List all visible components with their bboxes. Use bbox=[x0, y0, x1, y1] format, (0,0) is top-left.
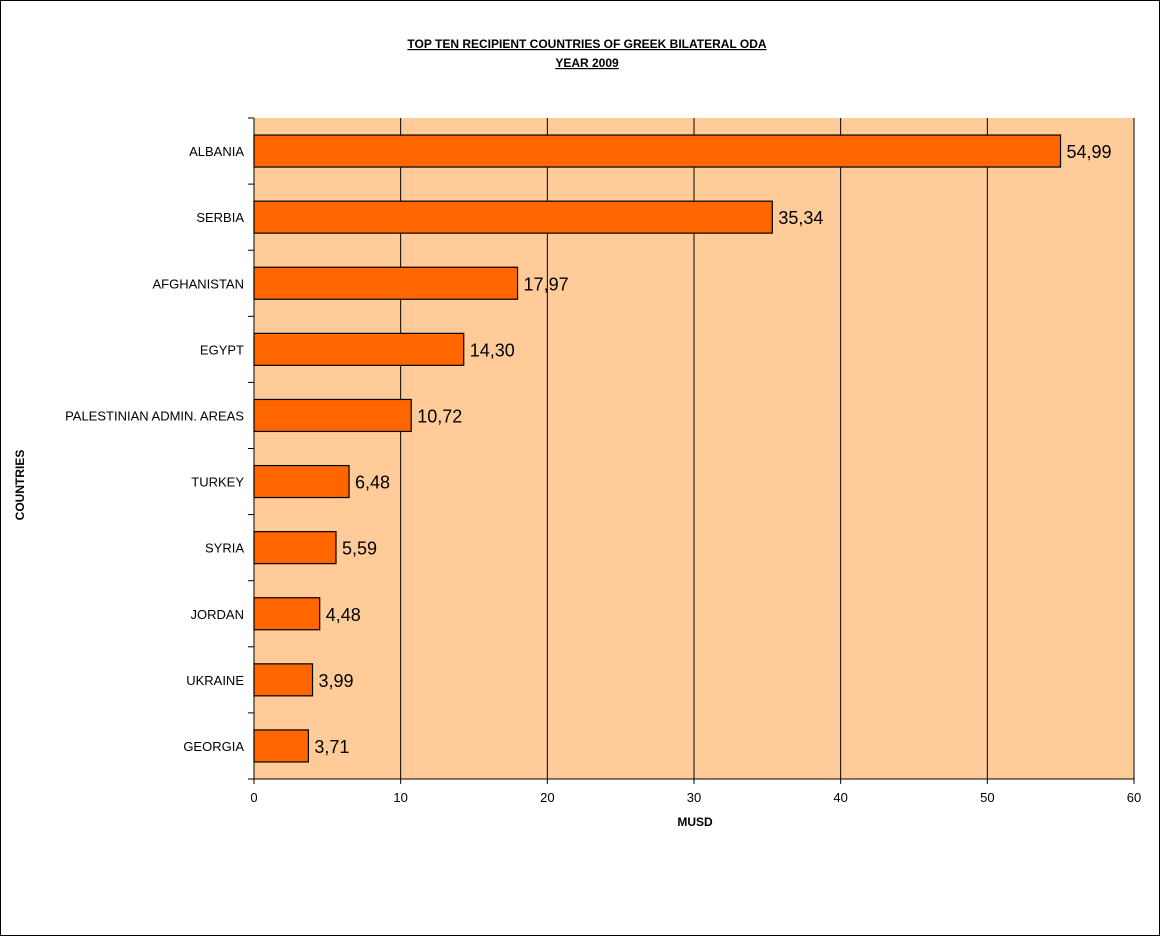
category-label: ALBANIA bbox=[189, 144, 244, 159]
category-label: GEORGIA bbox=[183, 739, 244, 754]
chart-title: TOP TEN RECIPIENT COUNTRIES OF GREEK BIL… bbox=[407, 37, 766, 51]
category-label: UKRAINE bbox=[186, 673, 244, 688]
x-tick-label: 0 bbox=[250, 790, 257, 805]
x-axis-title: MUSD bbox=[677, 815, 713, 829]
x-tick-label: 10 bbox=[393, 790, 407, 805]
x-tick-label: 60 bbox=[1127, 790, 1141, 805]
bar-afghanistan bbox=[253, 266, 519, 300]
bar-albania bbox=[253, 134, 1062, 168]
x-tick-label: 50 bbox=[980, 790, 994, 805]
x-tick-label: 20 bbox=[540, 790, 554, 805]
bar-syria bbox=[253, 531, 337, 565]
bars bbox=[253, 134, 1062, 763]
data-label: 5,59 bbox=[342, 539, 377, 559]
category-label: PALESTINIAN ADMIN. AREAS bbox=[65, 408, 244, 423]
data-label: 35,34 bbox=[778, 208, 823, 228]
bar-jordan bbox=[253, 597, 321, 631]
data-label: 4,48 bbox=[326, 605, 361, 625]
data-labels: 54,99 35,34 17,97 14,30 10,72 6,48 5,59 4,48 3,9… bbox=[314, 142, 1111, 757]
data-label: 10,72 bbox=[417, 406, 462, 426]
bar-serbia bbox=[253, 200, 773, 234]
data-label: 3,99 bbox=[319, 671, 354, 691]
data-label: 3,71 bbox=[314, 737, 349, 757]
bar-ukraine bbox=[253, 663, 314, 697]
data-label: 54,99 bbox=[1067, 142, 1112, 162]
bar-georgia bbox=[253, 729, 310, 763]
bar-palestinian-admin-areas bbox=[253, 398, 412, 433]
data-label: 6,48 bbox=[355, 473, 390, 493]
x-tick-label: 40 bbox=[833, 790, 847, 805]
data-label: 17,97 bbox=[524, 274, 569, 294]
category-label: SERBIA bbox=[196, 210, 244, 225]
category-label: SYRIA bbox=[205, 541, 244, 556]
y-axis-title: COUNTRIES bbox=[13, 450, 27, 521]
data-label: 14,30 bbox=[470, 340, 515, 360]
x-tick-labels: 0 10 20 30 40 50 60 bbox=[250, 790, 1141, 805]
category-label: AFGHANISTAN bbox=[153, 276, 245, 291]
category-label: JORDAN bbox=[191, 607, 244, 622]
bar-turkey bbox=[253, 464, 350, 499]
x-tick-label: 30 bbox=[687, 790, 701, 805]
category-label: EGYPT bbox=[200, 342, 244, 357]
category-label: TURKEY bbox=[191, 475, 244, 490]
chart-subtitle: YEAR 2009 bbox=[555, 56, 619, 70]
category-labels: ALBANIA SERBIA AFGHANISTAN EGYPT PALESTINIAN… bbox=[65, 144, 244, 754]
bar-egypt bbox=[253, 332, 465, 366]
